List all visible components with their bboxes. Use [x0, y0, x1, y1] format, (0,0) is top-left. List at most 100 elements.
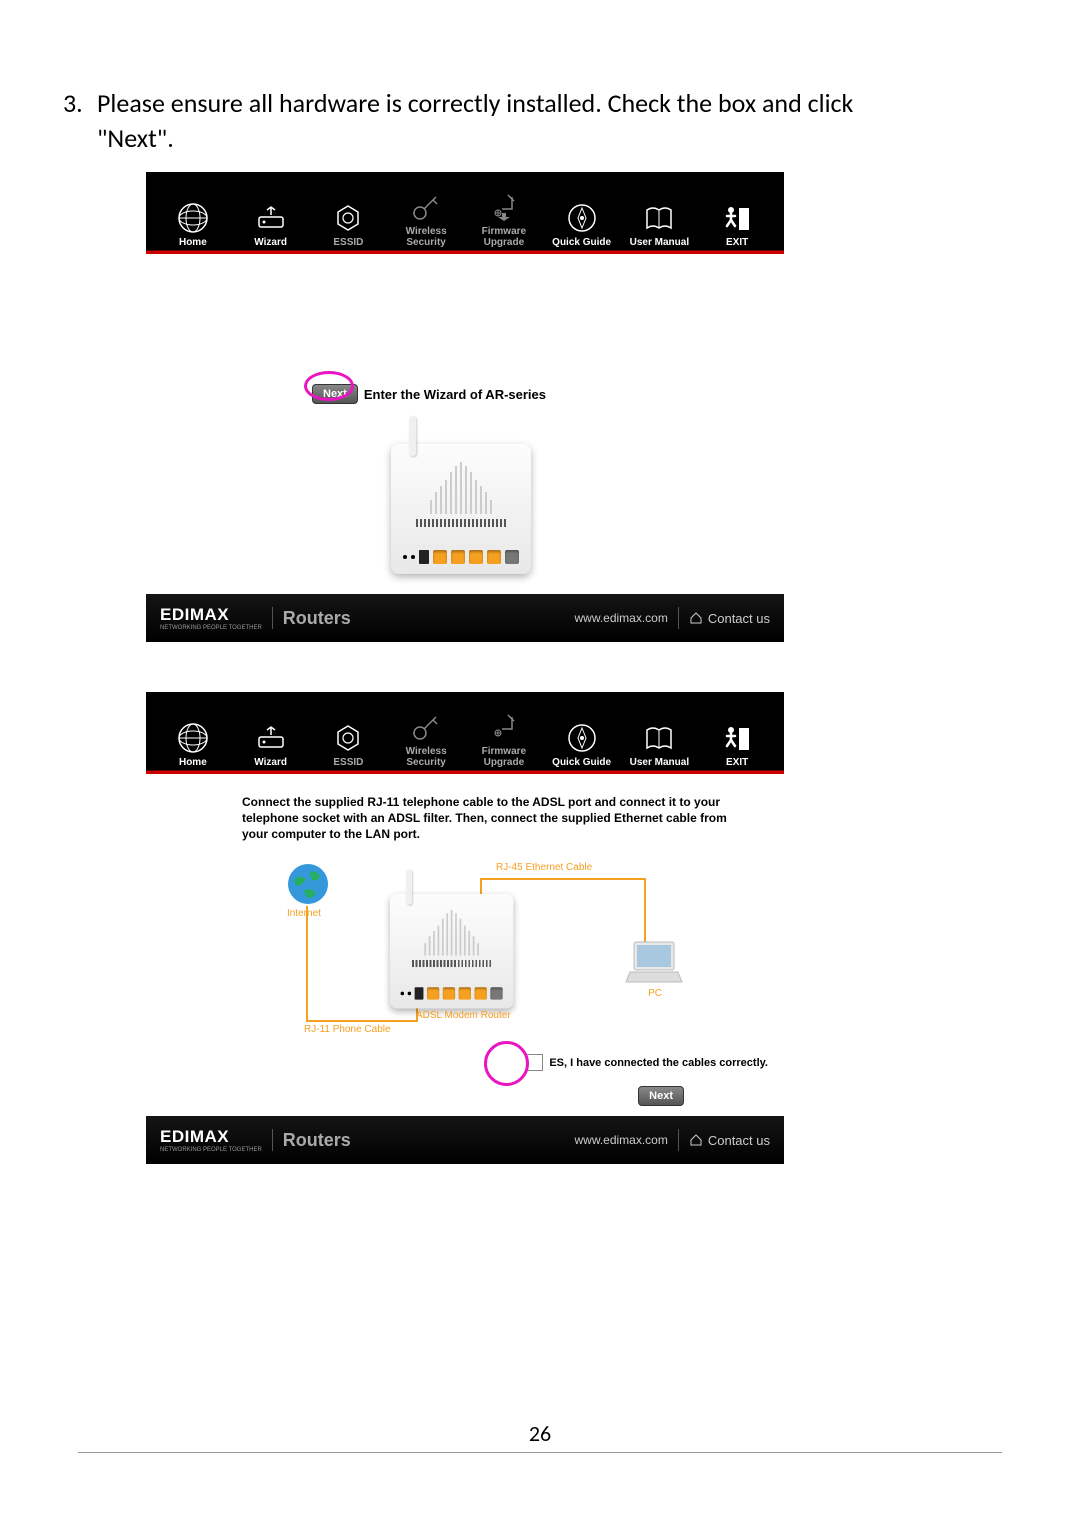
cable-rj11-v — [306, 906, 308, 1022]
compass-icon — [566, 202, 598, 234]
step-text-line1: Please ensure all hardware is correctly … — [97, 87, 853, 119]
next-button[interactable]: Next — [312, 384, 358, 404]
nav-qg-label: Quick Guide — [552, 757, 611, 768]
brand-logo: EDIMAX — [160, 605, 262, 625]
nav-wizard[interactable]: Wizard — [232, 202, 310, 248]
next-button[interactable]: Next — [638, 1086, 684, 1106]
nav-wizard-label: Wizard — [254, 237, 287, 248]
internet-label: Internet — [287, 908, 321, 919]
home-icon — [689, 1133, 703, 1147]
wizard-entry-line: Next Enter the Wizard of AR-series — [312, 384, 662, 404]
footer-contact[interactable]: Contact us — [689, 611, 770, 626]
nav-firmware-upgrade[interactable]: Firmware Upgrade — [465, 191, 543, 248]
nav-qg-label: Quick Guide — [552, 237, 611, 248]
contact-label: Contact us — [708, 1133, 770, 1148]
nav-user-manual[interactable]: User Manual — [621, 722, 699, 768]
globe-icon — [177, 722, 209, 754]
compass-icon — [566, 722, 598, 754]
router-image — [390, 894, 513, 1008]
page-number: 26 — [529, 1420, 551, 1447]
footer-url[interactable]: www.edimax.com — [574, 611, 667, 625]
pc-label: PC — [648, 988, 662, 999]
firmware-icon — [488, 711, 520, 743]
divider — [678, 607, 679, 629]
screenshot-panel-2: Home Wizard ESSID Wireless Security Firm… — [146, 692, 784, 1164]
step-text-line2: "Next". — [97, 121, 963, 156]
nav-quick-guide[interactable]: Quick Guide — [543, 722, 621, 768]
book-icon — [643, 722, 675, 754]
nav-exit[interactable]: EXIT — [698, 202, 776, 248]
nav-wizard[interactable]: Wizard — [232, 722, 310, 768]
essid-icon — [332, 722, 364, 754]
screenshot-panel-1: Home Wizard ESSID Wireless Security Firm… — [146, 172, 784, 642]
connection-instruction: Connect the supplied RJ-11 telephone cab… — [242, 794, 732, 843]
wizard-icon — [255, 202, 287, 234]
footer-category: Routers — [283, 608, 351, 629]
footer-bar: EDIMAX NETWORKING PEOPLE TOGETHER Router… — [146, 1116, 784, 1164]
nav-home[interactable]: Home — [154, 722, 232, 768]
key-icon — [410, 191, 442, 223]
nav-wireless-security[interactable]: Wireless Security — [387, 711, 465, 768]
brand-tagline: NETWORKING PEOPLE TOGETHER — [160, 1147, 262, 1153]
home-icon — [689, 611, 703, 625]
footer-brand: EDIMAX NETWORKING PEOPLE TOGETHER — [160, 1127, 262, 1153]
step-instruction: 3.Please ensure all hardware is correctl… — [63, 86, 963, 156]
footer-contact[interactable]: Contact us — [689, 1133, 770, 1148]
confirm-checkbox[interactable] — [526, 1054, 543, 1071]
nav-home[interactable]: Home — [154, 202, 232, 248]
nav-essid-label: ESSID — [333, 757, 363, 768]
nav-quick-guide[interactable]: Quick Guide — [543, 202, 621, 248]
footer-bar: EDIMAX NETWORKING PEOPLE TOGETHER Router… — [146, 594, 784, 642]
rj11-label: RJ-11 Phone Cable — [304, 1024, 391, 1035]
nav-bar: Home Wizard ESSID Wireless Security Firm… — [146, 692, 784, 774]
divider — [272, 1129, 273, 1151]
nav-exit-label: EXIT — [726, 757, 748, 768]
nav-home-label: Home — [179, 237, 207, 248]
internet-globe-icon — [286, 862, 330, 906]
nav-essid-label: ESSID — [333, 237, 363, 248]
nav-bar: Home Wizard ESSID Wireless Security Firm… — [146, 172, 784, 254]
nav-firmware-upgrade[interactable]: Firmware Upgrade — [465, 711, 543, 768]
nav-ws-label: Wireless Security — [406, 226, 447, 248]
wizard-icon — [255, 722, 287, 754]
exit-icon — [721, 722, 753, 754]
panel2-content: Connect the supplied RJ-11 telephone cab… — [146, 774, 784, 1116]
router-image — [391, 444, 531, 574]
nav-wizard-label: Wizard — [254, 757, 287, 768]
globe-icon — [177, 202, 209, 234]
nav-user-manual[interactable]: User Manual — [621, 202, 699, 248]
footer-brand: EDIMAX NETWORKING PEOPLE TOGETHER — [160, 605, 262, 631]
essid-icon — [332, 202, 364, 234]
brand-tagline: NETWORKING PEOPLE TOGETHER — [160, 625, 262, 631]
nav-essid[interactable]: ESSID — [310, 722, 388, 768]
laptop-icon — [624, 938, 684, 988]
nav-home-label: Home — [179, 757, 207, 768]
nav-wireless-security[interactable]: Wireless Security — [387, 191, 465, 248]
panel1-content: Next Enter the Wizard of AR-series — [146, 254, 784, 594]
cable-rj45-h — [480, 878, 646, 880]
nav-ws-label: Wireless Security — [406, 746, 447, 768]
nav-exit-label: EXIT — [726, 237, 748, 248]
exit-icon — [721, 202, 753, 234]
nav-fw-label: Firmware Upgrade — [482, 746, 526, 768]
nav-um-label: User Manual — [630, 237, 689, 248]
cable-rj11-h — [306, 1020, 418, 1022]
nav-essid[interactable]: ESSID — [310, 202, 388, 248]
divider — [272, 607, 273, 629]
divider — [678, 1129, 679, 1151]
firmware-icon — [488, 191, 520, 223]
highlight-circle-2 — [484, 1041, 529, 1086]
adsl-label: ADSL Modem Router — [416, 1010, 511, 1021]
brand-logo: EDIMAX — [160, 1127, 262, 1147]
nav-exit[interactable]: EXIT — [698, 722, 776, 768]
confirm-checkbox-label: ES, I have connected the cables correctl… — [549, 1057, 768, 1069]
footer-url[interactable]: www.edimax.com — [574, 1133, 667, 1147]
page-rule — [78, 1452, 1002, 1453]
step-number: 3. — [63, 86, 97, 121]
footer-category: Routers — [283, 1130, 351, 1151]
key-icon — [410, 711, 442, 743]
contact-label: Contact us — [708, 611, 770, 626]
confirm-checkbox-row: ES, I have connected the cables correctl… — [526, 1054, 768, 1071]
book-icon — [643, 202, 675, 234]
wizard-text: Enter the Wizard of AR-series — [364, 387, 546, 402]
